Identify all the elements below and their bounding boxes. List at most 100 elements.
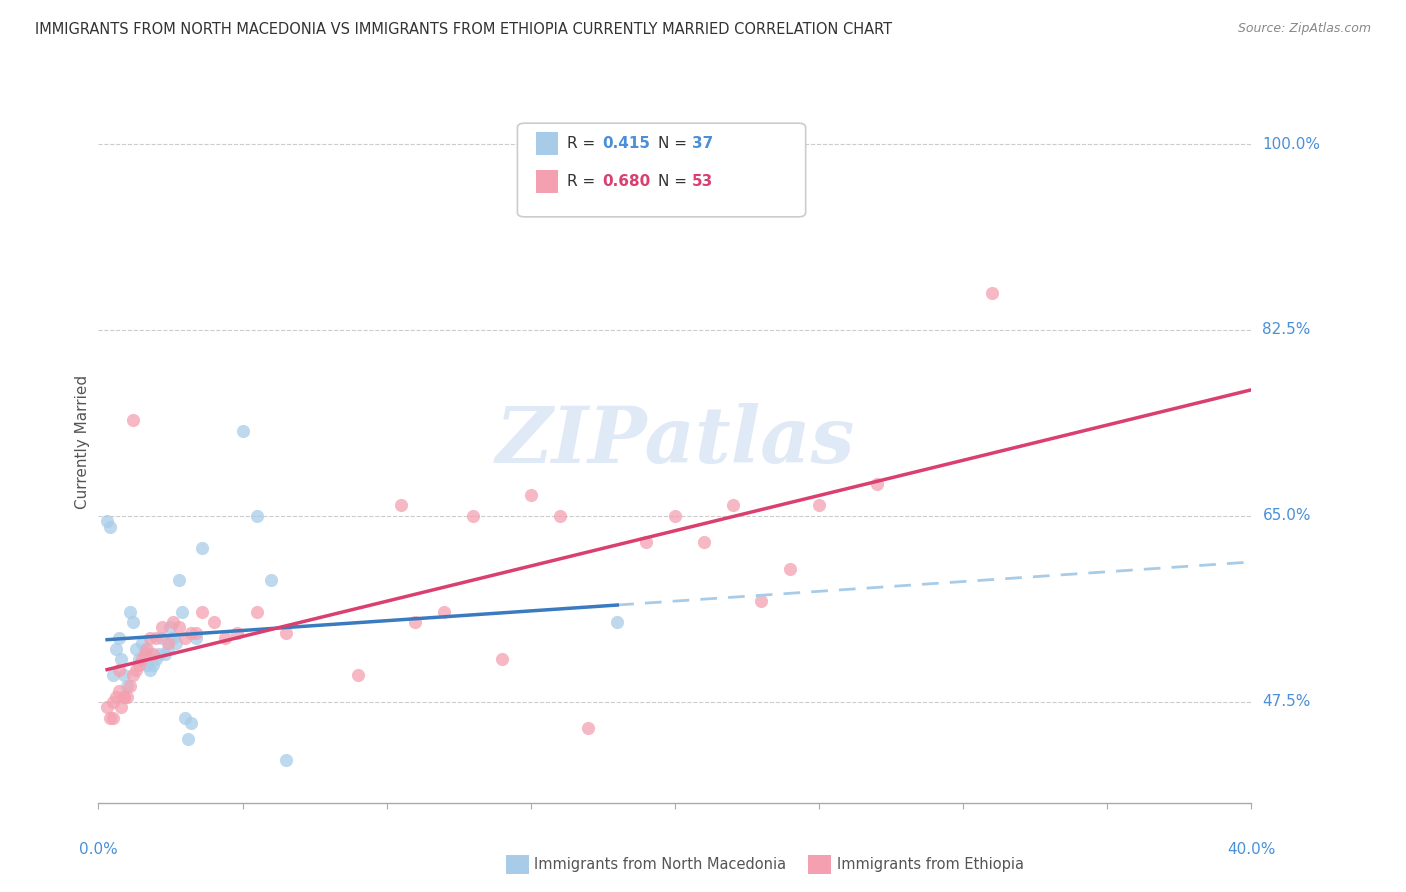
Point xyxy=(693,535,716,549)
Point xyxy=(214,631,236,645)
Text: 53: 53 xyxy=(692,174,713,189)
Text: 0.680: 0.680 xyxy=(602,174,650,189)
Text: 0.0%: 0.0% xyxy=(79,842,118,856)
Point xyxy=(461,508,484,523)
Point xyxy=(101,711,124,725)
Point xyxy=(389,498,412,512)
Point xyxy=(180,716,202,731)
Point xyxy=(142,657,165,672)
Point xyxy=(520,488,543,502)
Point xyxy=(165,636,187,650)
Point xyxy=(246,508,269,523)
Text: 47.5%: 47.5% xyxy=(1263,694,1310,709)
Point xyxy=(122,413,145,427)
Point xyxy=(110,700,132,714)
Text: 40.0%: 40.0% xyxy=(1227,842,1275,856)
Point xyxy=(606,615,628,630)
Point xyxy=(274,753,297,767)
Point xyxy=(145,631,167,645)
Point xyxy=(150,620,173,634)
Point xyxy=(125,663,148,677)
Point xyxy=(122,668,145,682)
Text: 100.0%: 100.0% xyxy=(1263,136,1320,152)
Point xyxy=(162,631,184,645)
Text: Source: ZipAtlas.com: Source: ZipAtlas.com xyxy=(1237,22,1371,36)
Point xyxy=(491,652,513,666)
Point xyxy=(131,636,153,650)
Point xyxy=(231,424,254,438)
Point xyxy=(104,690,127,704)
Point xyxy=(191,605,214,619)
Point xyxy=(808,498,831,512)
Point xyxy=(578,722,600,736)
Point xyxy=(156,636,179,650)
Point xyxy=(110,652,132,666)
Point xyxy=(128,657,150,672)
Point xyxy=(721,498,744,512)
Point xyxy=(246,605,269,619)
Point xyxy=(120,605,142,619)
Point xyxy=(405,615,427,630)
Point xyxy=(145,652,167,666)
Point xyxy=(186,625,208,640)
Point xyxy=(186,631,208,645)
Point xyxy=(548,508,571,523)
Point xyxy=(128,652,150,666)
Point xyxy=(260,573,283,587)
Point xyxy=(139,663,162,677)
Point xyxy=(664,508,686,523)
Text: ZIPatlas: ZIPatlas xyxy=(495,403,855,480)
Y-axis label: Currently Married: Currently Married xyxy=(75,375,90,508)
Point xyxy=(170,605,193,619)
Point xyxy=(433,605,456,619)
Point xyxy=(180,625,202,640)
Point xyxy=(96,700,118,714)
Point xyxy=(636,535,658,549)
Text: 65.0%: 65.0% xyxy=(1263,508,1310,524)
Point xyxy=(136,641,159,656)
Point xyxy=(117,690,139,704)
Point xyxy=(112,690,135,704)
Text: N =: N = xyxy=(658,174,692,189)
Point xyxy=(131,652,153,666)
Point xyxy=(191,541,214,555)
Text: 37: 37 xyxy=(692,136,713,152)
Point xyxy=(98,711,121,725)
Text: Immigrants from North Macedonia: Immigrants from North Macedonia xyxy=(534,857,786,871)
Point xyxy=(136,657,159,672)
Point xyxy=(162,615,184,630)
Point xyxy=(134,647,156,661)
Point xyxy=(101,668,124,682)
Point xyxy=(107,684,129,698)
Point xyxy=(104,641,127,656)
Text: R =: R = xyxy=(567,174,600,189)
Point xyxy=(779,562,801,576)
Point xyxy=(98,519,121,533)
Point xyxy=(125,641,148,656)
Point xyxy=(177,732,200,747)
Point xyxy=(167,620,190,634)
Text: 82.5%: 82.5% xyxy=(1263,323,1310,337)
Point xyxy=(174,711,197,725)
Text: R =: R = xyxy=(567,136,600,152)
Point xyxy=(346,668,368,682)
Point xyxy=(167,573,190,587)
Point xyxy=(112,690,135,704)
Text: 0.415: 0.415 xyxy=(602,136,650,152)
Point xyxy=(751,594,773,608)
Point xyxy=(225,625,247,640)
Point xyxy=(142,647,165,661)
Point xyxy=(134,641,156,656)
Point xyxy=(156,641,179,656)
Point xyxy=(120,679,142,693)
Text: IMMIGRANTS FROM NORTH MACEDONIA VS IMMIGRANTS FROM ETHIOPIA CURRENTLY MARRIED CO: IMMIGRANTS FROM NORTH MACEDONIA VS IMMIG… xyxy=(35,22,893,37)
Point xyxy=(159,620,181,634)
Point xyxy=(150,631,173,645)
Point xyxy=(274,625,297,640)
Point xyxy=(981,285,1004,300)
Text: N =: N = xyxy=(658,136,692,152)
Point xyxy=(107,631,129,645)
Point xyxy=(101,695,124,709)
Point xyxy=(122,615,145,630)
Text: Immigrants from Ethiopia: Immigrants from Ethiopia xyxy=(837,857,1024,871)
